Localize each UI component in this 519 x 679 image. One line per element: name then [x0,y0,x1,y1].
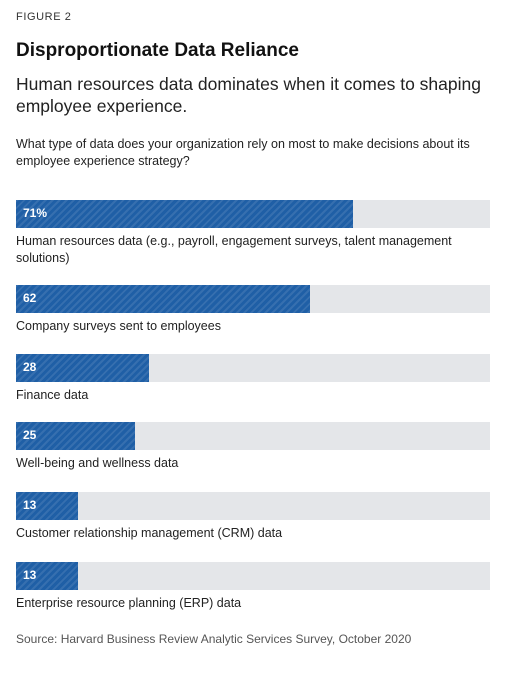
bar-track: 25 [16,422,490,450]
bar-row: 62 Company surveys sent to employees [16,285,490,335]
figure-label: FIGURE 2 [16,11,72,23]
bar-value-label: 28 [23,360,37,374]
source-note: Source: Harvard Business Review Analytic… [16,632,412,646]
bar-value-label: 13 [23,568,37,582]
bar: 28 [16,354,149,382]
bar-row: 25 Well-being and wellness data [16,422,490,472]
bar: 25 [16,422,135,450]
bar-value-label: 62 [23,291,37,305]
bar-track: 28 [16,354,490,382]
chart-subtitle: Human resources data dominates when it c… [16,74,481,116]
bar-value-label: 25 [23,428,37,442]
bar: 13 [16,562,78,590]
category-label: Well-being and wellness data [16,456,179,470]
bar-track: 13 [16,492,490,520]
bar: 62 [16,285,310,313]
bar-row: 13 Enterprise resource planning (ERP) dat… [16,562,490,612]
bar-value-label: 71% [23,206,48,220]
category-label: Company surveys sent to employees [16,319,221,333]
bar-track: 62 [16,285,490,313]
bar-row: 28 Finance data [16,354,490,404]
bar-value-label: 13 [23,498,37,512]
bar-row: 13 Customer relationship management (CRM)… [16,492,490,542]
category-label: Enterprise resource planning (ERP) data [16,596,242,610]
chart-title: Disproportionate Data Reliance [16,40,299,61]
bar-track: 71% [16,200,490,228]
bar: 13 [16,492,78,520]
survey-question: What type of data does your organization… [16,137,470,168]
bar-track: 13 [16,562,490,590]
category-label: Finance data [16,388,89,402]
category-label: Human resources data (e.g., payroll, eng… [16,234,452,265]
bar-row: 71% Human resources data (e.g., payroll, … [16,200,490,267]
category-label: Customer relationship management (CRM) d… [16,526,283,540]
bar: 71% [16,200,353,228]
